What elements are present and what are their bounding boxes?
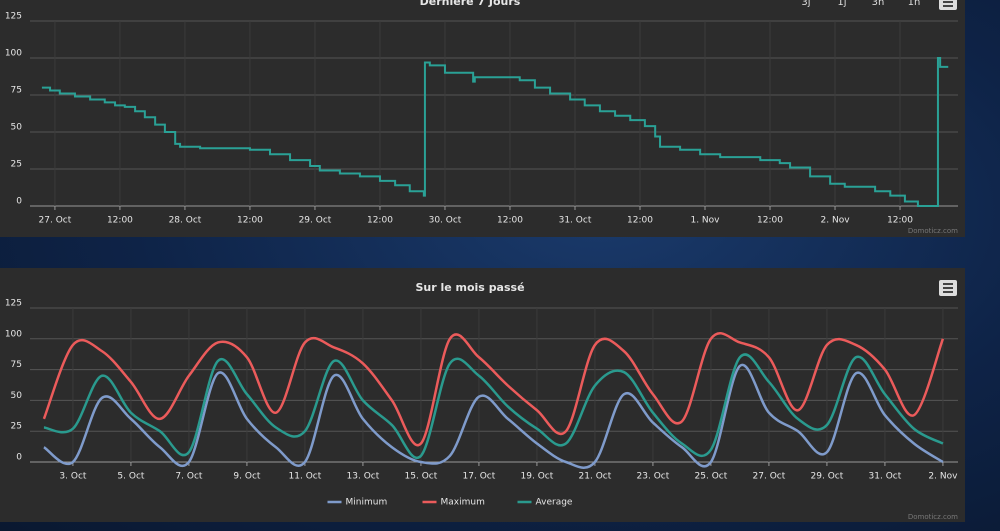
x-tick-label: 7. Oct bbox=[175, 472, 202, 482]
x-tick-label: 27. Oct bbox=[39, 216, 72, 226]
series-line bbox=[43, 353, 944, 460]
x-tick-label: 12:00 bbox=[367, 216, 393, 226]
x-tick-label: 2. Nov bbox=[821, 216, 851, 226]
y-tick-label: 75 bbox=[11, 86, 22, 96]
x-tick-label: 12:00 bbox=[887, 216, 913, 226]
legend-label[interactable]: Maximum bbox=[441, 498, 485, 508]
credits: Domoticz.com bbox=[908, 513, 958, 521]
x-tick-label: 1. Nov bbox=[690, 216, 720, 226]
x-tick-label: 12:00 bbox=[757, 216, 783, 226]
x-tick-label: 25. Oct bbox=[695, 472, 728, 482]
x-tick-label: 12:00 bbox=[497, 216, 523, 226]
x-tick-label: 19. Oct bbox=[521, 472, 554, 482]
x-tick-label: 27. Oct bbox=[753, 472, 786, 482]
x-tick-label: 5. Oct bbox=[117, 472, 144, 482]
y-tick-label: 75 bbox=[11, 360, 22, 370]
x-tick-label: 28. Oct bbox=[169, 216, 202, 226]
series-line bbox=[42, 332, 945, 447]
series-line bbox=[41, 57, 949, 207]
x-tick-label: 13. Oct bbox=[347, 472, 380, 482]
legend-label[interactable]: Minimum bbox=[346, 498, 388, 508]
x-tick-label: 29. Oct bbox=[811, 472, 844, 482]
range-button[interactable]: 1h bbox=[908, 0, 921, 8]
y-tick-label: 0 bbox=[16, 197, 22, 207]
x-tick-label: 31. Oct bbox=[559, 216, 592, 226]
x-tick-label: 11. Oct bbox=[289, 472, 322, 482]
series-line bbox=[43, 363, 944, 470]
y-tick-label: 25 bbox=[11, 422, 22, 432]
x-tick-label: 12:00 bbox=[107, 216, 133, 226]
legend-label[interactable]: Average bbox=[536, 498, 573, 508]
x-tick-label: 2. Nov bbox=[928, 472, 958, 482]
range-button[interactable]: 1j bbox=[837, 0, 846, 8]
x-tick-label: 12:00 bbox=[237, 216, 263, 226]
x-tick-label: 12:00 bbox=[627, 216, 653, 226]
y-tick-label: 25 bbox=[11, 160, 22, 170]
y-tick-label: 125 bbox=[5, 299, 22, 309]
x-tick-label: 30. Oct bbox=[429, 216, 462, 226]
x-tick-label: 21. Oct bbox=[579, 472, 612, 482]
y-tick-label: 100 bbox=[5, 329, 22, 339]
credits: Domoticz.com bbox=[908, 227, 958, 235]
chart-title: Dernière 7 Jours bbox=[420, 0, 521, 8]
range-button[interactable]: 3h bbox=[872, 0, 885, 8]
x-tick-label: 15. Oct bbox=[405, 472, 438, 482]
x-tick-label: 3. Oct bbox=[59, 472, 86, 482]
x-tick-label: 23. Oct bbox=[637, 472, 670, 482]
y-tick-label: 125 bbox=[5, 12, 22, 22]
range-button[interactable]: 3j bbox=[801, 0, 810, 8]
x-tick-label: 29. Oct bbox=[299, 216, 332, 226]
y-tick-label: 50 bbox=[11, 123, 23, 133]
x-tick-label: 9. Oct bbox=[233, 472, 260, 482]
chart-title: Sur le mois passé bbox=[415, 281, 524, 294]
chart-panel bbox=[0, 0, 965, 237]
x-tick-label: 17. Oct bbox=[463, 472, 496, 482]
y-tick-label: 0 bbox=[16, 453, 22, 463]
y-tick-label: 50 bbox=[11, 391, 23, 401]
y-tick-label: 100 bbox=[5, 49, 22, 59]
x-tick-label: 31. Oct bbox=[869, 472, 902, 482]
